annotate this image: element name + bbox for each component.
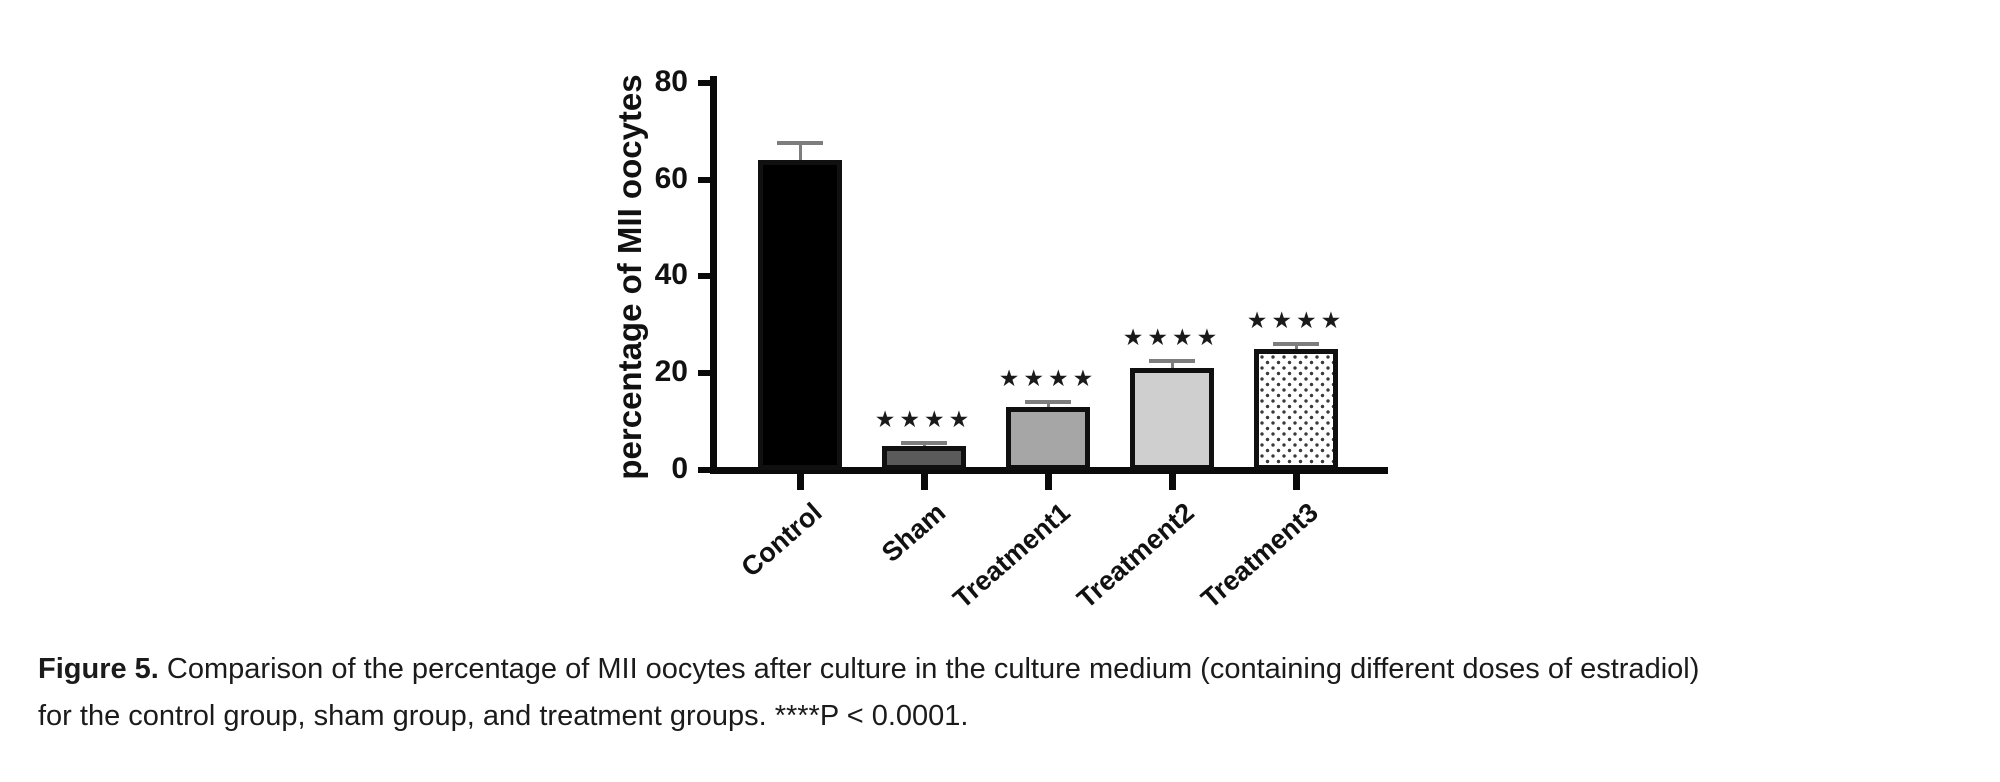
x-tick-treatment2: [1168, 474, 1176, 490]
x-axis-line: [710, 467, 1388, 474]
y-tick-label: 40: [654, 258, 688, 292]
figure-caption-line1: Comparison of the percentage of MII oocy…: [166, 653, 1700, 685]
error-bar-cap-sham: [901, 441, 947, 445]
x-label-control: Control: [735, 497, 828, 583]
figure-caption-line2: for the control group, sham group, and t…: [38, 700, 969, 732]
y-tick: [698, 467, 710, 473]
y-tick: [698, 273, 710, 280]
x-tick-sham: [920, 474, 928, 490]
x-tick-treatment1: [1044, 474, 1052, 490]
bar-sham: [882, 446, 966, 470]
bar-treatment1: [1006, 407, 1090, 470]
y-tick: [698, 370, 710, 377]
significance-stars-treatment2: ★★★★: [1122, 325, 1222, 351]
bar-treatment3: [1254, 349, 1338, 470]
bar-treatment2: [1130, 368, 1214, 470]
x-label-sham: Sham: [876, 497, 952, 568]
y-axis-line: [710, 76, 717, 474]
error-bar-cap-treatment3: [1273, 342, 1319, 346]
error-bar-cap-control: [777, 141, 823, 145]
x-tick-control: [796, 474, 804, 490]
bar-control: [758, 160, 842, 470]
significance-stars-treatment3: ★★★★: [1246, 308, 1346, 334]
y-tick: [698, 176, 710, 183]
y-tick-label: 80: [654, 64, 688, 98]
y-tick-label: 20: [654, 355, 688, 389]
x-label-treatment1: Treatment1: [947, 497, 1076, 615]
figure-caption: Figure 5. Comparison of the percentage o…: [38, 646, 1968, 740]
significance-stars-sham: ★★★★: [874, 407, 974, 433]
x-tick-treatment3: [1292, 474, 1300, 490]
y-tick-label: 0: [671, 452, 688, 485]
significance-stars-treatment1: ★★★★: [998, 366, 1098, 392]
figure-caption-label: Figure 5.: [38, 653, 159, 685]
x-label-treatment2: Treatment2: [1071, 497, 1200, 615]
y-tick-label: 60: [654, 161, 688, 195]
y-tick: [698, 79, 710, 86]
error-bar-line-control: [798, 141, 802, 170]
error-bar-cap-treatment1: [1025, 400, 1071, 404]
error-bar-cap-treatment2: [1149, 359, 1195, 363]
x-label-treatment3: Treatment3: [1195, 497, 1324, 615]
